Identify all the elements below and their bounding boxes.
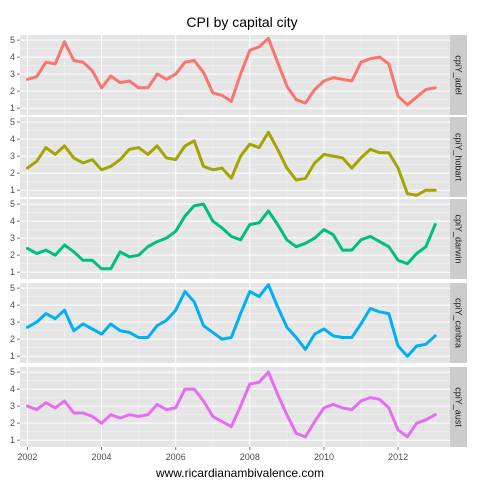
y-tick-label: 3 — [10, 317, 15, 327]
x-tick-label: 2010 — [314, 452, 334, 462]
y-tick-label: 5 — [10, 283, 15, 293]
y-tick-label: 3 — [10, 151, 15, 161]
panel-cpiY_darwin: 1 2 3 4 5 cpiY_darwin — [10, 199, 467, 279]
chart-title: CPI by capital city — [186, 14, 297, 30]
facet-strip — [450, 199, 467, 279]
x-axis: 2002 2004 2006 2008 2010 2012 — [17, 447, 408, 462]
y-tick-label: 4 — [10, 384, 15, 394]
panels-group: 1 2 3 4 5 cpiY_adel 1 2 3 4 5 cpiY_hobart 1 2 3 4 5 cpiY_… — [10, 35, 467, 447]
y-tick-label: 2 — [10, 168, 15, 178]
y-tick-label: 3 — [10, 401, 15, 411]
y-tick-label: 4 — [10, 134, 15, 144]
y-tick-label: 3 — [10, 69, 15, 79]
x-tick-label: 2004 — [92, 452, 112, 462]
y-tick-label: 1 — [10, 435, 15, 445]
panel-cpiY_adel: 1 2 3 4 5 cpiY_adel — [10, 35, 467, 115]
y-tick-label: 2 — [10, 250, 15, 260]
y-tick-label: 5 — [10, 199, 15, 209]
y-tick-label: 4 — [10, 300, 15, 310]
series-line-cpiY_darwin — [25, 202, 437, 271]
y-tick-label: 1 — [10, 351, 15, 361]
series-line-cpiY_adel — [25, 36, 437, 107]
y-tick-label: 5 — [10, 367, 15, 377]
series-line-cpiY_hobart — [25, 130, 437, 197]
facet-strip — [450, 367, 467, 447]
panel-background — [20, 35, 450, 115]
panel-background — [20, 283, 450, 363]
facet-label: cpiY_canbra — [454, 298, 464, 348]
y-tick-label: 1 — [10, 185, 15, 195]
panel-cpiY_hobart: 1 2 3 4 5 cpiY_hobart — [10, 117, 467, 197]
y-tick-label: 2 — [10, 418, 15, 428]
y-tick-label: 1 — [10, 103, 15, 113]
panel-background — [20, 117, 450, 197]
facet-label: cpiY_adel — [454, 55, 464, 95]
x-tick-label: 2006 — [166, 452, 186, 462]
facet-strip — [450, 283, 467, 363]
panel-cpiY_aust: 1 2 3 4 5 cpiY_aust — [10, 367, 467, 447]
facet-strip — [450, 117, 467, 197]
y-tick-label: 3 — [10, 233, 15, 243]
y-tick-label: 5 — [10, 117, 15, 127]
panel-cpiY_canbra: 1 2 3 4 5 cpiY_canbra — [10, 283, 467, 363]
y-tick-label: 5 — [10, 35, 15, 45]
facet-label: cpiY_darwin — [454, 214, 464, 263]
y-tick-label: 4 — [10, 52, 15, 62]
y-tick-label: 1 — [10, 267, 15, 277]
panel-background — [20, 367, 450, 447]
x-tick-label: 2002 — [17, 452, 37, 462]
facet-strip — [450, 35, 467, 115]
y-tick-label: 2 — [10, 334, 15, 344]
series-line-cpiY_canbra — [25, 283, 437, 358]
series-line-cpiY_aust — [25, 370, 437, 439]
y-tick-label: 2 — [10, 86, 15, 96]
y-tick-label: 4 — [10, 216, 15, 226]
x-tick-label: 2008 — [240, 452, 260, 462]
facet-label: cpiY_hobart — [454, 133, 464, 182]
caption: www.ricardianambivalence.com — [155, 466, 324, 480]
x-tick-label: 2012 — [388, 452, 408, 462]
facet-label: cpiY_aust — [454, 387, 464, 427]
